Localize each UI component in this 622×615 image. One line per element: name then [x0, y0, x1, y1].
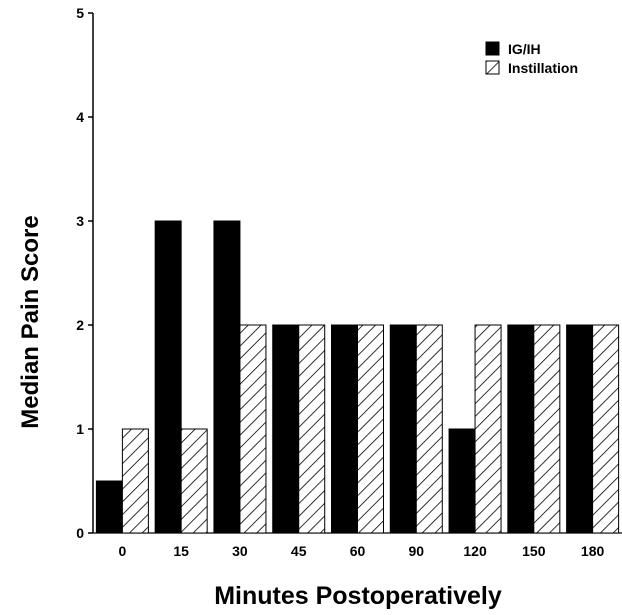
y-tick-label: 0	[76, 525, 84, 541]
x-tick-label: 0	[118, 543, 126, 559]
y-tick-label: 2	[76, 317, 84, 333]
bar-ig-ih-90	[389, 324, 417, 534]
y-axis-title: Median Pain Score	[17, 215, 44, 428]
legend-label-instillation: Instillation	[508, 60, 578, 76]
bar-instillation-0	[121, 428, 149, 534]
x-tick-label: 60	[350, 543, 366, 559]
y-tick-label: 5	[76, 5, 84, 21]
bar-ig-ih-60	[331, 324, 358, 534]
bar-instillation-60	[357, 324, 384, 534]
y-tick-label: 1	[76, 421, 84, 437]
x-tick-label: 150	[522, 543, 546, 559]
bar-ig-ih-0	[95, 480, 123, 534]
bar-ig-ih-120	[448, 428, 476, 534]
x-tick-label: 45	[291, 543, 307, 559]
x-tick-label: 180	[581, 543, 605, 559]
legend-swatch-instillation	[485, 60, 500, 75]
bar-instillation-90	[415, 324, 443, 534]
legend-label-ig-ih: IG/IH	[508, 41, 541, 57]
x-tick-label: 30	[232, 543, 248, 559]
bar-instillation-30	[239, 324, 267, 534]
x-tick-label: 90	[408, 543, 424, 559]
bar-ig-ih-150	[507, 324, 535, 534]
x-tick-label: 15	[173, 543, 189, 559]
bar-ig-ih-30	[213, 220, 241, 534]
bar-ig-ih-15	[154, 220, 182, 534]
bar-instillation-180	[592, 324, 620, 534]
bar-instillation-150	[533, 324, 561, 534]
y-tick-label: 4	[76, 109, 84, 125]
bar-instillation-45	[298, 324, 326, 534]
bar-ig-ih-180	[566, 324, 594, 534]
bar-instillation-15	[180, 428, 208, 534]
bar-ig-ih-45	[272, 324, 300, 534]
bar-instillation-120	[474, 324, 502, 534]
x-axis-title: Minutes Postoperatively	[214, 582, 502, 610]
legend: IG/IH Instillation	[485, 41, 578, 76]
x-tick-label: 120	[463, 543, 487, 559]
y-tick-label: 3	[76, 213, 84, 229]
legend-swatch-ig-ih	[485, 41, 500, 56]
